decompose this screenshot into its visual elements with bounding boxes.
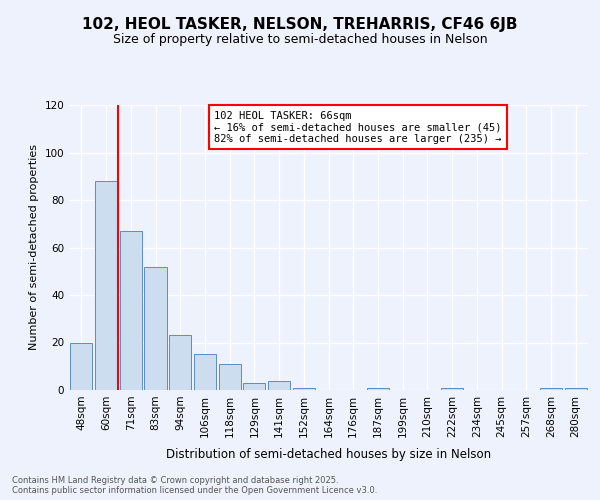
Bar <box>95 181 117 390</box>
Bar <box>565 388 587 390</box>
Text: 102, HEOL TASKER, NELSON, TREHARRIS, CF46 6JB: 102, HEOL TASKER, NELSON, TREHARRIS, CF4… <box>82 18 518 32</box>
Bar <box>367 388 389 390</box>
Text: 102 HEOL TASKER: 66sqm
← 16% of semi-detached houses are smaller (45)
82% of sem: 102 HEOL TASKER: 66sqm ← 16% of semi-det… <box>214 110 502 144</box>
Bar <box>119 231 142 390</box>
X-axis label: Distribution of semi-detached houses by size in Nelson: Distribution of semi-detached houses by … <box>166 448 491 461</box>
Text: Contains HM Land Registry data © Crown copyright and database right 2025.
Contai: Contains HM Land Registry data © Crown c… <box>12 476 377 495</box>
Bar <box>218 364 241 390</box>
Bar <box>441 388 463 390</box>
Bar <box>194 354 216 390</box>
Y-axis label: Number of semi-detached properties: Number of semi-detached properties <box>29 144 39 350</box>
Bar <box>293 388 315 390</box>
Bar <box>540 388 562 390</box>
Bar <box>145 266 167 390</box>
Text: Size of property relative to semi-detached houses in Nelson: Size of property relative to semi-detach… <box>113 32 487 46</box>
Bar <box>268 380 290 390</box>
Bar <box>70 342 92 390</box>
Bar <box>243 383 265 390</box>
Bar <box>169 336 191 390</box>
